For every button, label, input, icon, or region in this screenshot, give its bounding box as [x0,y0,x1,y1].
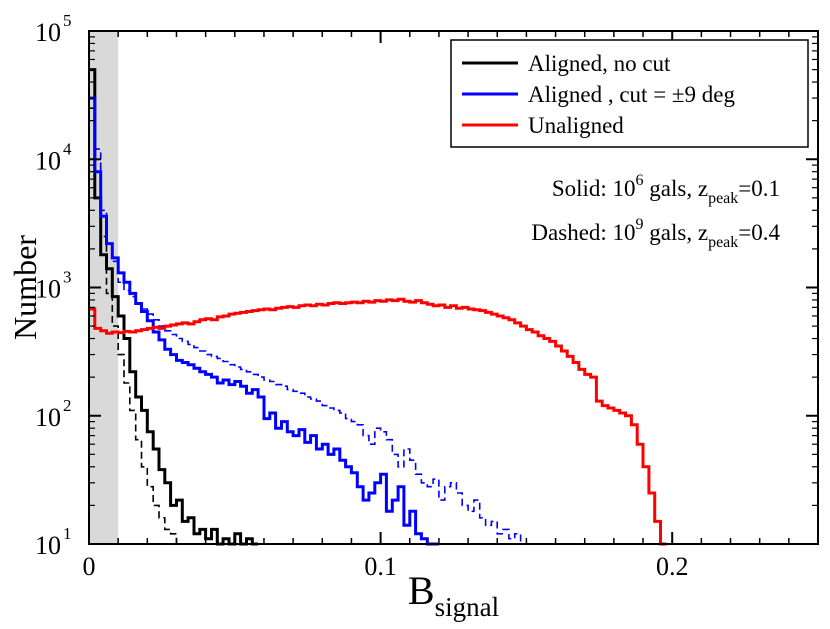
x-axis-title: Bsignal [408,568,499,622]
y-tick-exponent: 5 [63,11,72,30]
x-axis-title-main: B [408,568,435,613]
series-layer [89,68,667,546]
legend-label-aligned-no-cut: Aligned, no cut [528,51,671,76]
y-tick-label: 10 [35,146,61,175]
annotation-solid-sub: peak [708,190,738,207]
annotation-dashed: Dashed: 109 gals, zpeak=0.4 [531,216,780,251]
x-axis-title-sub: signal [435,592,500,622]
y-tick-label: 10 [35,531,61,560]
annotation-dashed-middle: gals, z [644,220,709,245]
y-tick-label: 10 [35,18,61,47]
series-0-aligned-no-cut-solid [89,68,259,546]
y-tick-exponent: 3 [63,268,72,287]
y-tick-label: 10 [35,275,61,304]
y-axis-title: Number [7,235,43,340]
y-tick-exponent: 4 [63,139,72,158]
annotation-dashed-sub: peak [708,234,738,251]
y-tick-exponent: 2 [63,396,72,415]
series-2-aligned-cut-9-deg-solid [89,96,439,546]
legend: Aligned, no cut Aligned , cut = ±9 deg U… [450,39,809,148]
x-tick-label: 0 [83,552,96,581]
annotation-solid: Solid: 106 gals, zpeak=0.1 [552,172,780,207]
series-1-aligned-no-cut-dashed [89,107,183,545]
x-tick-label: 0.1 [364,552,397,581]
annotation-solid-exp: 6 [636,172,644,189]
x-tick-label: 0.2 [656,552,689,581]
legend-label-unaligned: Unaligned [528,113,624,138]
annotation-dashed-suffix: =0.4 [738,220,780,245]
annotation-solid-prefix: Solid: 10 [552,176,636,201]
y-tick-exponent: 1 [63,524,72,543]
annotation-solid-suffix: =0.1 [738,176,780,201]
series-4-unaligned [89,297,667,546]
annotation-solid-middle: gals, z [644,176,709,201]
plot-frame [88,30,819,545]
annotation-dashed-exp: 9 [636,216,644,233]
annotation-dashed-prefix: Dashed: 10 [531,220,635,245]
y-tick-label: 10 [35,403,61,432]
legend-label-aligned-cut: Aligned , cut = ±9 deg [528,82,736,107]
